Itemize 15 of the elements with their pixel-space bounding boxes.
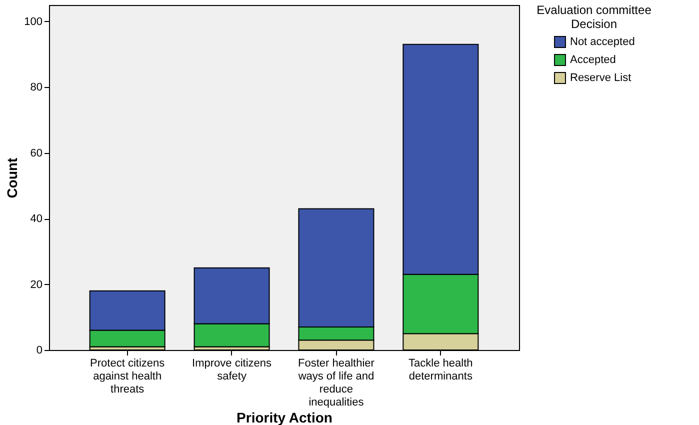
legend-label: Reserve List [570,72,632,84]
y-tick-label: 20 [30,278,42,291]
y-tick-label: 40 [30,213,42,226]
y-tick-label: 0 [36,344,42,356]
legend-label: Accepted [570,54,616,66]
legend-title: Evaluation committee Decision [536,3,652,31]
x-tick-label: Protect citizens against health threats [90,358,166,396]
x-tick-label: Tackle health determinants [408,358,473,382]
x-tick-label: Foster healthier ways of life and reduce inequalities [297,358,375,408]
x-tick-label: Improve citizens safety [192,358,272,382]
y-axis-title: Count [4,157,20,198]
y-tick-label: 100 [24,16,42,28]
y-tick-label: 60 [30,147,42,160]
y-tick-label: 80 [30,82,42,94]
legend-label: Not accepted [570,36,635,48]
